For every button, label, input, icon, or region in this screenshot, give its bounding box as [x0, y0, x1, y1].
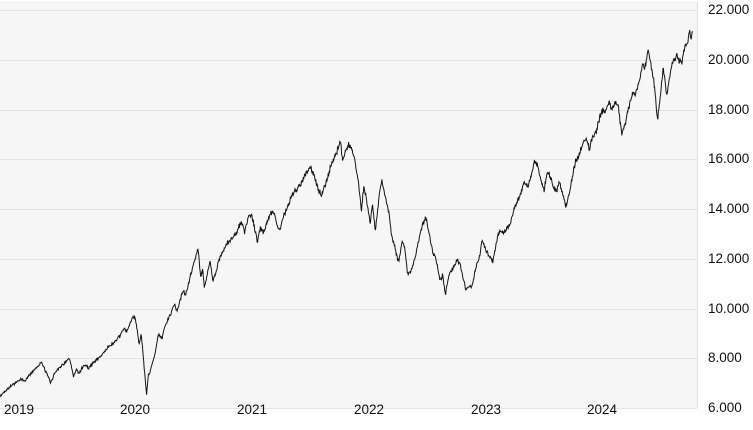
- plot-background: [0, 2, 697, 408]
- x-axis-label: 2024: [587, 402, 618, 417]
- y-axis-label: 20.000: [708, 52, 750, 67]
- y-axis-label: 22.000: [708, 2, 750, 17]
- x-axis-label: 2022: [354, 402, 385, 417]
- y-axis-label: 16.000: [708, 151, 750, 166]
- y-axis-label: 6.000: [708, 400, 742, 415]
- x-axis-label: 2020: [120, 402, 151, 417]
- y-axis-label: 8.000: [708, 350, 742, 365]
- price-line: [0, 29, 694, 398]
- y-axis-label: 12.000: [708, 251, 750, 266]
- x-axis-label: 2021: [237, 402, 268, 417]
- x-axis-label: 2019: [4, 402, 35, 417]
- y-axis-label: 14.000: [708, 201, 750, 216]
- x-axis-label: 2023: [471, 402, 502, 417]
- y-axis-label: 18.000: [708, 102, 750, 117]
- y-axis-label: 10.000: [708, 301, 750, 316]
